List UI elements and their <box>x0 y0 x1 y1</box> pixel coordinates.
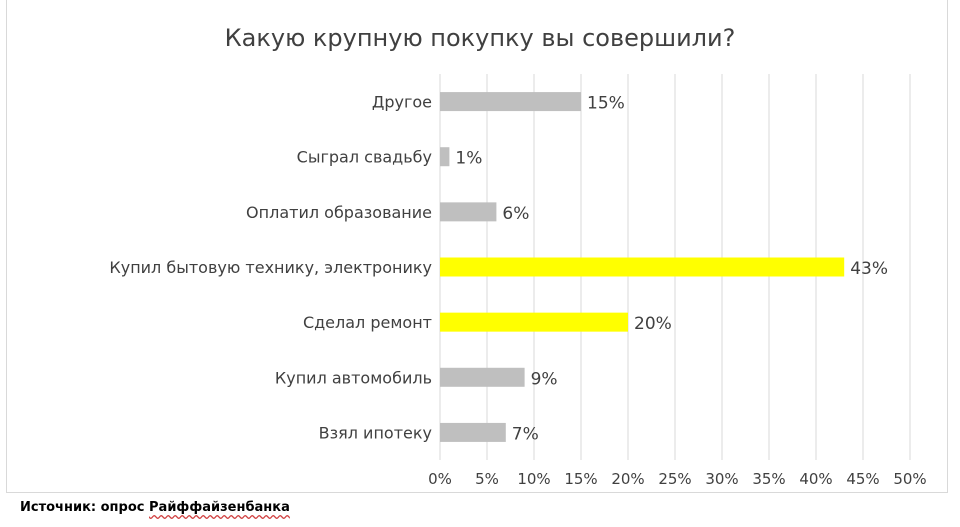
chart-title: Какую крупную покупку вы совершили? <box>224 24 736 52</box>
x-tick-label-10: 50% <box>893 470 926 488</box>
x-tick-label-2: 10% <box>517 470 550 488</box>
category-label-4: Сделал ремонт <box>303 313 432 332</box>
category-label-5: Купил автомобиль <box>275 368 432 387</box>
chart-frame <box>6 0 948 493</box>
x-tick-label-6: 30% <box>705 470 738 488</box>
bar-3 <box>440 257 845 277</box>
value-label-0: 15% <box>587 94 625 114</box>
value-label-4: 20% <box>634 314 672 334</box>
category-label-6: Взял ипотеку <box>319 423 432 442</box>
category-label-1: Сыграл свадьбу <box>297 148 432 167</box>
source-prefix: Источник: опрос <box>20 500 145 515</box>
value-label-2: 6% <box>502 204 529 224</box>
value-label-3: 43% <box>850 259 888 279</box>
x-tick-label-3: 15% <box>564 470 597 488</box>
category-label-2: Оплатил образование <box>246 203 432 222</box>
x-tick-label-1: 5% <box>475 470 499 488</box>
x-tick-label-4: 20% <box>611 470 644 488</box>
bar-4 <box>440 312 628 332</box>
bar-0 <box>440 92 581 112</box>
x-tick-label-7: 35% <box>752 470 785 488</box>
source-org: Райффайзенбанка <box>149 500 290 515</box>
value-label-6: 7% <box>512 424 539 444</box>
source-note: Источник: опрос Райффайзенбанка <box>20 500 290 515</box>
bar-2 <box>440 202 497 222</box>
bar-1 <box>440 147 450 167</box>
category-label-0: Другое <box>372 93 432 112</box>
bar-6 <box>440 422 506 442</box>
value-label-1: 1% <box>455 149 482 169</box>
x-tick-label-0: 0% <box>428 470 452 488</box>
x-tick-label-8: 40% <box>799 470 832 488</box>
x-tick-label-5: 25% <box>658 470 691 488</box>
x-tick-label-9: 45% <box>846 470 879 488</box>
bar-5 <box>440 367 525 387</box>
category-label-3: Купил бытовую технику, электронику <box>109 258 432 277</box>
value-label-5: 9% <box>531 369 558 389</box>
